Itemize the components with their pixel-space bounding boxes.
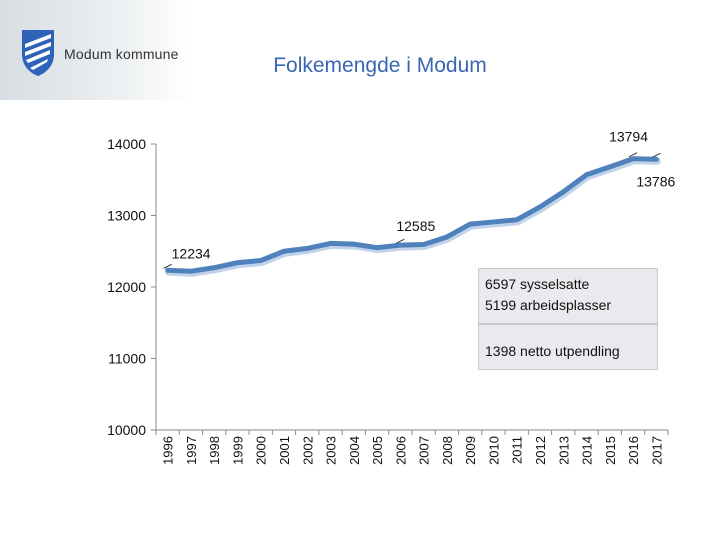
- y-tick-label: 14000: [107, 136, 146, 152]
- x-axis: 1996 1997 1998 1999 2000 2001 2002 2003 2004 2005…: [155, 429, 669, 465]
- data-label-leader: [628, 152, 638, 158]
- y-tick-label: 11000: [108, 351, 146, 367]
- x-tick-label: 2005: [370, 436, 385, 465]
- data-label: 13794: [609, 129, 648, 145]
- x-tick-label: 2002: [300, 436, 315, 465]
- x-tick-label: 2012: [533, 436, 548, 465]
- x-tick-label: 2011: [510, 436, 525, 464]
- data-label: 12234: [172, 245, 211, 261]
- x-tick-label: 2003: [324, 436, 339, 465]
- employment-info-box: 6597 sysselsatte 5199 arbeidsplasser: [478, 268, 658, 324]
- data-label: 12585: [396, 218, 435, 234]
- x-tick-label: 2016: [626, 436, 641, 465]
- data-label-leader: [396, 238, 405, 244]
- data-label: 13786: [636, 173, 675, 189]
- data-labels: 12234 12585 13794 13786: [163, 129, 676, 269]
- y-tick-label: 13000: [107, 208, 146, 224]
- employment-line-2: 5199 arbeidsplasser: [485, 297, 612, 313]
- x-tick-label: 2015: [603, 436, 618, 465]
- x-tick-label: 2014: [580, 436, 595, 465]
- employment-line-1: 6597 sysselsatte: [485, 276, 590, 292]
- x-tick-label: 2009: [463, 436, 478, 465]
- x-tick-label: 2000: [254, 436, 269, 465]
- series-population: [165, 156, 661, 277]
- x-tick-label: 2004: [347, 436, 362, 465]
- x-tick-label: 1999: [230, 436, 245, 465]
- x-tick-label: 2010: [486, 436, 501, 465]
- y-tick-label: 12000: [107, 279, 146, 295]
- x-tick-label: 2001: [277, 436, 292, 465]
- header-bar: Modum kommune: [0, 0, 720, 100]
- y-axis: 10000 11000 12000 13000 14000: [107, 136, 157, 438]
- x-tick-label: 2007: [417, 436, 432, 465]
- x-tick-label: 2008: [440, 436, 455, 465]
- y-tick-label: 10000: [107, 422, 146, 438]
- x-tick-label: 1997: [184, 436, 199, 465]
- commuting-info-box: 1398 netto utpendling: [478, 324, 658, 370]
- page-title: Folkemengde i Modum: [273, 54, 487, 77]
- x-tick-label: 1996: [161, 436, 176, 465]
- org-name: Modum kommune: [64, 46, 179, 62]
- x-tick-label: 2013: [556, 436, 571, 465]
- logo: Modum kommune: [20, 28, 200, 84]
- x-tick-label: 2017: [649, 436, 664, 465]
- coat-of-arms-icon: [22, 30, 54, 76]
- x-tick-label: 2006: [393, 436, 408, 465]
- data-label-leader: [652, 152, 661, 158]
- data-label-leader: [163, 263, 172, 269]
- commuting-line: 1398 netto utpendling: [485, 343, 620, 359]
- x-tick-label: 1998: [207, 436, 222, 465]
- series-line: [165, 156, 659, 274]
